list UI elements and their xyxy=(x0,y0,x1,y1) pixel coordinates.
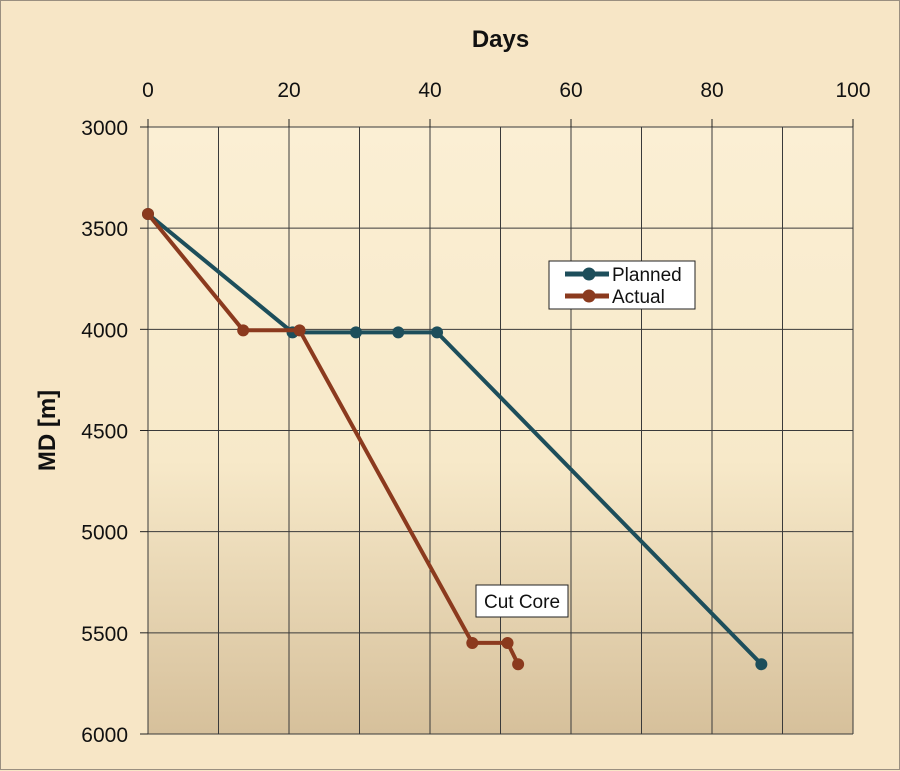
data-point-planned xyxy=(349,326,362,339)
x-axis-title: Days xyxy=(472,26,529,53)
y-axis-title: MD [m] xyxy=(34,390,61,471)
y-tick-label: 3500 xyxy=(81,218,128,241)
legend-label-actual: Actual xyxy=(612,287,665,308)
legend: Planned Actual xyxy=(548,260,696,310)
data-point-planned xyxy=(392,326,405,339)
y-tick-label: 4000 xyxy=(81,319,128,342)
cut-core-annotation: Cut Core xyxy=(475,584,569,618)
series-line-planned xyxy=(146,212,763,666)
legend-label-planned: Planned xyxy=(612,265,682,286)
series xyxy=(142,208,768,671)
x-axis-ticks: 0 20 40 60 80 100 xyxy=(142,79,870,102)
data-point-planned xyxy=(431,326,444,339)
x-tick-label: 80 xyxy=(700,79,723,102)
y-tick-label: 4500 xyxy=(81,421,128,444)
y-tick-label: 5500 xyxy=(81,623,128,646)
legend-box xyxy=(548,260,696,310)
grid xyxy=(140,119,854,735)
data-point-actual xyxy=(466,636,479,649)
data-point-actual xyxy=(293,324,306,337)
data-point-actual xyxy=(512,658,525,671)
x-tick-label: 0 xyxy=(142,79,154,102)
legend-marker-actual xyxy=(582,289,596,303)
annotation-box xyxy=(475,584,569,618)
legend-marker-planned xyxy=(582,267,596,281)
y-tick-label: 5000 xyxy=(81,522,128,545)
y-tick-label: 6000 xyxy=(81,724,128,747)
y-tick-label: 3000 xyxy=(81,117,128,140)
y-axis-ticks: 3000 3500 4000 4500 5000 5500 6000 xyxy=(81,117,128,747)
data-point-planned xyxy=(755,658,768,671)
data-point-actual xyxy=(237,324,250,337)
data-point-actual xyxy=(142,208,154,221)
x-tick-label: 100 xyxy=(835,79,870,102)
data-point-actual xyxy=(501,636,514,649)
x-tick-label: 20 xyxy=(277,79,300,102)
x-tick-label: 60 xyxy=(559,79,582,102)
annotation-label: Cut Core xyxy=(484,592,560,613)
x-tick-label: 40 xyxy=(418,79,441,102)
